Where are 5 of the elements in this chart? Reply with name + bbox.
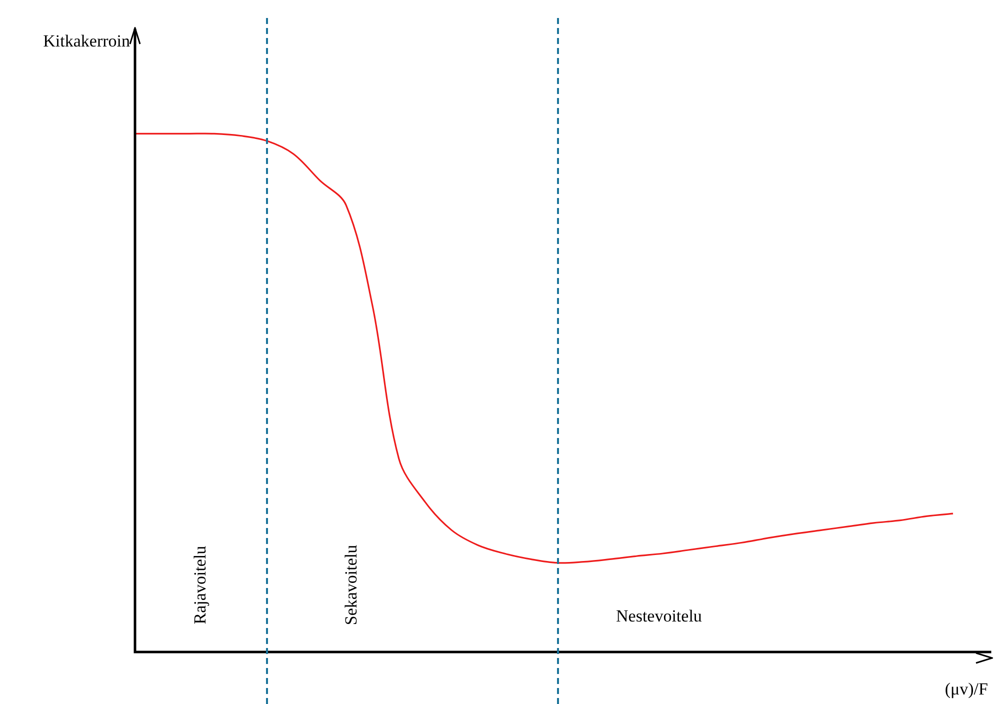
x-axis-title: (μv)/F — [944, 679, 988, 698]
annotation: Rajavoitelu — [190, 545, 210, 624]
y-axis-title: Kitkakerroin — [43, 31, 130, 50]
annotation: Nestevoitelu — [616, 606, 702, 626]
annotation: Sekavoitelu — [341, 544, 360, 626]
